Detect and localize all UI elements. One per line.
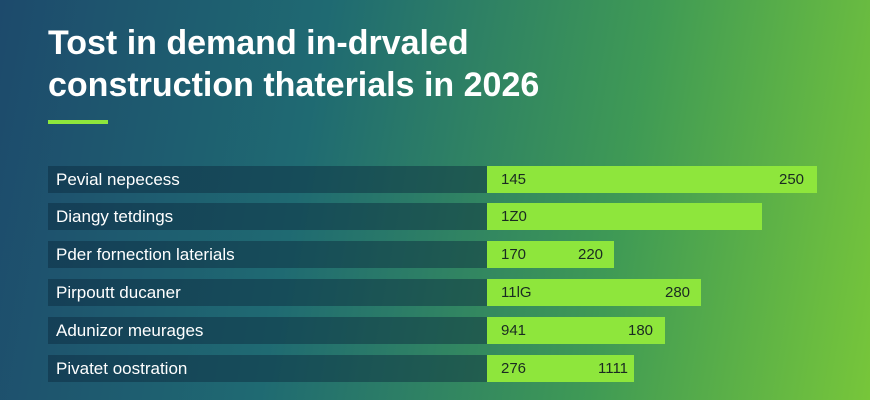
- label-band: [48, 317, 487, 344]
- bar: [487, 241, 614, 268]
- bar: [487, 203, 762, 230]
- first-value: 1Z0: [501, 208, 527, 225]
- row: Adunizor meurages 941 180: [48, 317, 818, 344]
- first-value: 11lG: [501, 284, 532, 301]
- row-label: Adunizor meurages: [56, 321, 204, 340]
- row-label: Diangy tetdings: [56, 207, 174, 226]
- row-label: Pevial nepecess: [56, 170, 180, 189]
- second-value: 280: [665, 284, 691, 301]
- row-label: Pivatet oostration: [56, 359, 188, 378]
- title-line: construction thaterials in 2026: [48, 66, 540, 104]
- bar: [487, 166, 817, 193]
- bar: [487, 355, 634, 382]
- accent-rule: [48, 120, 108, 124]
- label-band: [48, 166, 487, 193]
- title: Tost in demand in-drvaled construction t…: [48, 22, 539, 106]
- row: Diangy tetdings 1Z0: [48, 203, 818, 230]
- bar: [487, 279, 701, 306]
- first-value: 170: [501, 246, 527, 263]
- row-label: Pirpoutt ducaner: [56, 283, 181, 302]
- first-value: 145: [501, 171, 527, 188]
- bar: [487, 317, 665, 344]
- label-band: [48, 203, 487, 230]
- row: Pivatet oostration 276 1111: [48, 355, 818, 382]
- second-value: 220: [578, 246, 604, 263]
- row-label: Pder fornection laterials: [56, 245, 235, 264]
- second-value: 180: [628, 322, 654, 339]
- label-band: [48, 355, 487, 382]
- first-value: 941: [501, 322, 527, 339]
- row: Pevial nepecess 145 250: [48, 166, 818, 193]
- second-value: 1111: [598, 360, 629, 377]
- label-band: [48, 241, 487, 268]
- row: Pder fornection laterials 170 220: [48, 241, 818, 268]
- first-value: 276: [501, 360, 527, 377]
- second-value: 250: [779, 171, 805, 188]
- label-band: [48, 279, 487, 306]
- row: Pirpoutt ducaner 11lG 280: [48, 279, 818, 306]
- title-line: Tost in demand in-drvaled: [48, 24, 469, 62]
